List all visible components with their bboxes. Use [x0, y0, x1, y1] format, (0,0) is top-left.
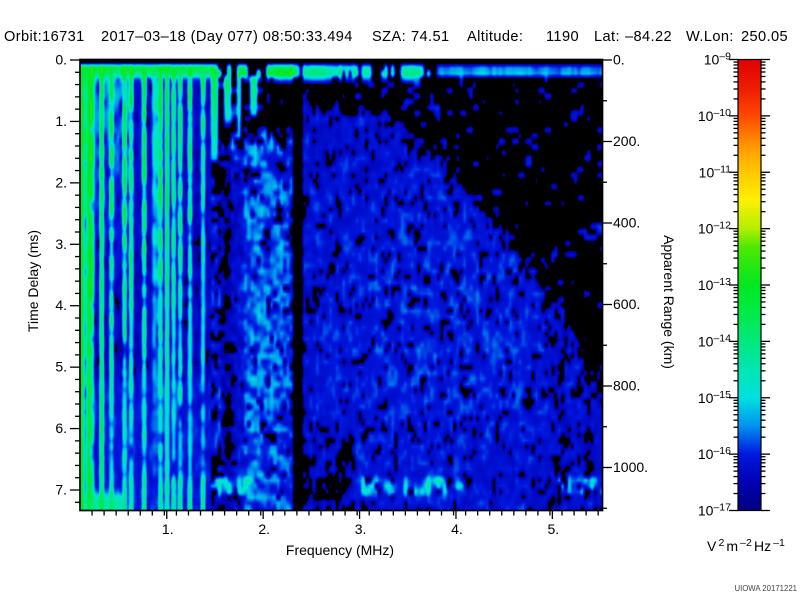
svg-text:1.: 1.	[162, 521, 174, 537]
svg-text:5.: 5.	[548, 521, 560, 537]
svg-text:10–13: 10–13	[698, 276, 731, 293]
svg-text:0.: 0.	[613, 52, 625, 68]
svg-text:6.: 6.	[55, 420, 67, 436]
svg-text:250.05: 250.05	[741, 29, 788, 45]
svg-text:10–9: 10–9	[704, 51, 731, 68]
svg-text:Frequency (MHz): Frequency (MHz)	[286, 542, 394, 558]
svg-text:200.: 200.	[613, 133, 640, 149]
svg-text:800.: 800.	[613, 378, 640, 394]
svg-text:SZA:: SZA:	[372, 29, 406, 45]
svg-text:0.: 0.	[55, 52, 67, 68]
svg-text:1.: 1.	[55, 113, 67, 129]
svg-text:10–10: 10–10	[698, 107, 731, 124]
svg-text:Orbit:16731: Orbit:16731	[4, 29, 85, 45]
svg-text:4.: 4.	[55, 297, 67, 313]
svg-text:Lat:: Lat:	[594, 29, 620, 45]
svg-text:400.: 400.	[613, 215, 640, 231]
svg-text:2.: 2.	[258, 521, 270, 537]
svg-text:2017–03–18 (Day 077) 08:50:33.: 2017–03–18 (Day 077) 08:50:33.494	[101, 29, 353, 45]
svg-text:600.: 600.	[613, 296, 640, 312]
svg-text:74.51: 74.51	[411, 29, 450, 45]
svg-text:1000.: 1000.	[613, 459, 648, 475]
svg-text:10–12: 10–12	[698, 220, 731, 237]
svg-text:Time Delay (ms): Time Delay (ms)	[25, 230, 41, 332]
svg-text:10–11: 10–11	[699, 163, 731, 180]
svg-text:2.: 2.	[55, 174, 67, 190]
svg-text:10–16: 10–16	[698, 445, 731, 462]
svg-text:10–14: 10–14	[698, 332, 731, 349]
svg-text:7.: 7.	[55, 482, 67, 498]
svg-text:UIOWA 20171221: UIOWA 20171221	[734, 584, 797, 593]
svg-text:5.: 5.	[55, 359, 67, 375]
svg-text:Altitude:: Altitude:	[467, 29, 523, 45]
svg-text:V 2 m –2 Hz –1: V 2 m –2 Hz –1	[707, 537, 785, 554]
svg-text:W.Lon:: W.Lon:	[686, 29, 734, 45]
svg-text:1190: 1190	[546, 29, 579, 45]
svg-text:10–17: 10–17	[698, 502, 731, 519]
svg-text:3.: 3.	[355, 521, 367, 537]
svg-text:–84.22: –84.22	[625, 29, 672, 45]
svg-text:3.: 3.	[55, 236, 67, 252]
svg-text:Apparent Range (km): Apparent Range (km)	[661, 235, 677, 369]
svg-text:4.: 4.	[451, 521, 463, 537]
svg-text:10–15: 10–15	[698, 389, 731, 406]
